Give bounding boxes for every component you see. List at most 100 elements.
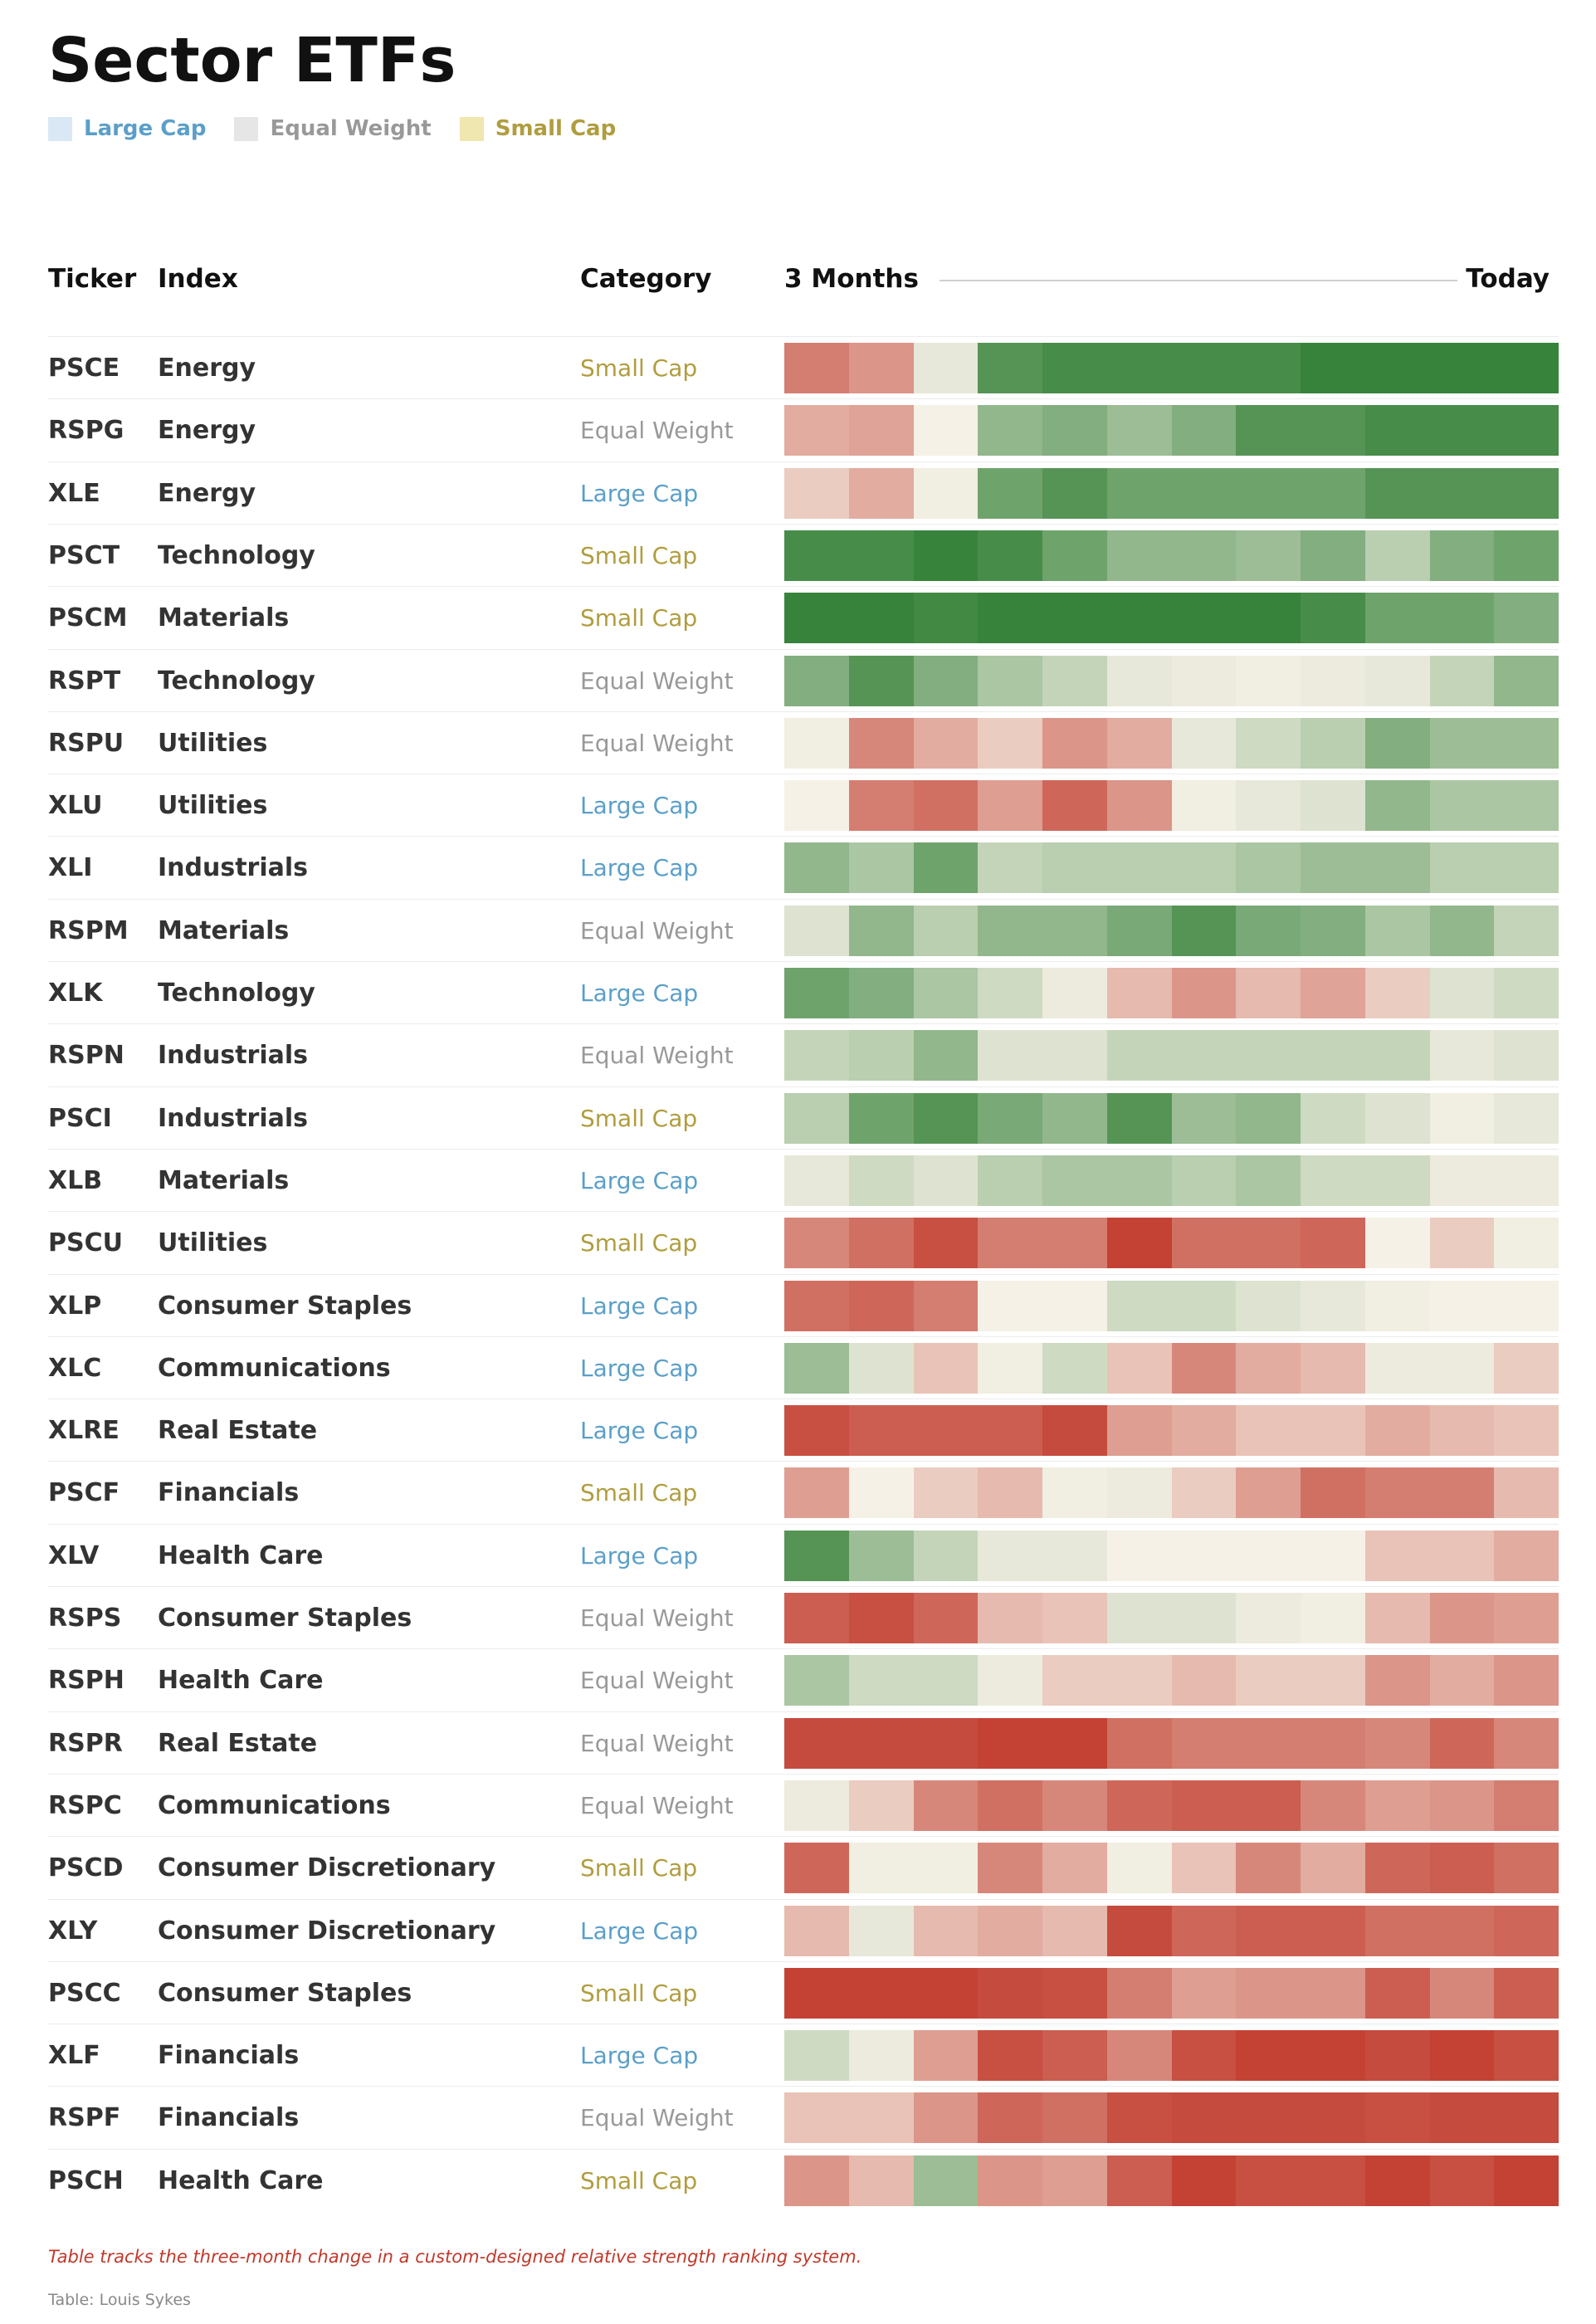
heatmap-strip: [784, 343, 1559, 393]
heatmap-cell: [1364, 1593, 1430, 1643]
heatmap-cell: [1429, 1655, 1495, 1706]
heatmap-cell: [1364, 1405, 1430, 1457]
heatmap-strip: [784, 1030, 1559, 1081]
heatmap-cell: [1364, 1530, 1430, 1581]
heatmap-cell: [1236, 1280, 1301, 1331]
heatmap-cell: [913, 1405, 979, 1457]
row-ticker: RSPM: [48, 915, 129, 945]
heatmap-cell: [1301, 1280, 1365, 1331]
heatmap-cell: [1301, 655, 1365, 706]
heatmap-cell: [978, 780, 1042, 832]
heatmap-cell: [913, 1342, 979, 1394]
row-ticker: RSPH: [48, 1666, 124, 1696]
row-index: Energy: [158, 416, 256, 446]
heatmap-cell: [848, 530, 914, 581]
heatmap-cell: [1494, 2030, 1559, 2082]
table-row: XLE Energy Large Cap: [48, 461, 1559, 525]
heatmap-cell: [784, 2092, 849, 2144]
row-category: Large Cap: [580, 2042, 699, 2070]
heatmap-cell: [848, 842, 914, 894]
heatmap-cell: [978, 2155, 1042, 2206]
heatmap-cell: [1429, 2155, 1495, 2206]
heatmap-cell: [913, 905, 979, 956]
heatmap-cell: [1301, 343, 1365, 393]
row-category: Equal Weight: [580, 1667, 734, 1695]
heatmap-cell: [1236, 2030, 1301, 2082]
row-category: Equal Weight: [580, 1791, 734, 1819]
row-index: Financials: [158, 1478, 300, 1508]
heatmap-cell: [1042, 968, 1107, 1018]
heatmap-cell: [1429, 405, 1495, 456]
header-ticker: Ticker: [48, 264, 137, 294]
row-category: Large Cap: [580, 1541, 699, 1570]
heatmap-cell: [1236, 905, 1301, 956]
heatmap-cell: [1236, 968, 1301, 1018]
heatmap-cell: [1171, 2092, 1237, 2144]
row-ticker: RSPN: [48, 1041, 124, 1071]
row-category: Equal Weight: [580, 2104, 734, 2132]
heatmap-cell: [848, 1530, 914, 1581]
heatmap-cell: [978, 1655, 1042, 1706]
heatmap-cell: [1106, 717, 1172, 769]
heatmap-cell: [1171, 1655, 1237, 1706]
heatmap-cell: [1042, 1593, 1107, 1643]
row-index: Consumer Staples: [158, 1291, 412, 1321]
heatmap-cell: [1429, 842, 1495, 894]
heatmap-cell: [1042, 2030, 1107, 2082]
row-category: Equal Weight: [580, 1042, 734, 1070]
heatmap-cell: [1042, 1843, 1107, 1894]
heatmap-cell: [1236, 1655, 1301, 1706]
heatmap-cell: [1106, 1655, 1172, 1706]
heatmap-cell: [1106, 842, 1172, 894]
heatmap-cell: [1429, 593, 1495, 644]
row-ticker: PSCC: [48, 1978, 121, 2008]
heatmap-cell: [978, 1843, 1042, 1894]
heatmap-cell: [1171, 2030, 1237, 2082]
heatmap-strip: [784, 905, 1559, 956]
heatmap-strip: [784, 2155, 1559, 2206]
heatmap-cell: [1171, 2155, 1237, 2206]
heatmap-cell: [1364, 968, 1430, 1018]
row-index: Technology: [158, 540, 315, 570]
row-category: Equal Weight: [580, 1604, 734, 1632]
heatmap-strip: [784, 2030, 1559, 2082]
heatmap-cell: [1429, 1467, 1495, 1519]
heatmap-cell: [913, 1280, 979, 1331]
row-category: Large Cap: [580, 979, 699, 1007]
heatmap-cell: [1364, 2030, 1430, 2082]
heatmap-cell: [1364, 1155, 1430, 1206]
heatmap-cell: [1236, 593, 1301, 644]
heatmap-cell: [1494, 530, 1559, 581]
row-ticker: XLF: [48, 2041, 100, 2071]
heatmap-cell: [1042, 2092, 1107, 2144]
heatmap-cell: [848, 2155, 914, 2206]
heatmap-cell: [784, 1467, 849, 1519]
heatmap-cell: [1106, 1218, 1172, 1269]
table-row: PSCD Consumer Discretionary Small Cap: [48, 1836, 1559, 1899]
heatmap-strip: [784, 467, 1559, 519]
heatmap-cell: [848, 1280, 914, 1331]
table-row: RSPH Health Care Equal Weight: [48, 1648, 1559, 1711]
row-index: Consumer Discretionary: [158, 1853, 496, 1883]
row-ticker: XLC: [48, 1353, 102, 1383]
timeline-line: [940, 280, 1457, 281]
heatmap-cell: [1042, 343, 1107, 393]
heatmap-cell: [1236, 1530, 1301, 1581]
heatmap-cell: [1106, 1780, 1172, 1831]
heatmap-cell: [1301, 1530, 1365, 1581]
row-index: Energy: [158, 478, 256, 508]
heatmap-cell: [1494, 405, 1559, 456]
heatmap-cell: [1301, 1593, 1365, 1643]
table-row: PSCI Industrials Small Cap: [48, 1086, 1559, 1150]
row-ticker: RSPR: [48, 1728, 123, 1758]
heatmap-cell: [784, 1530, 849, 1581]
heatmap-cell: [1236, 1155, 1301, 1206]
heatmap-cell: [1494, 1593, 1559, 1643]
table-row: XLP Consumer Staples Large Cap: [48, 1273, 1559, 1337]
heatmap-cell: [1106, 1967, 1172, 2019]
heatmap-cell: [978, 1780, 1042, 1831]
table-row: RSPU Utilities Equal Weight: [48, 710, 1559, 774]
row-category: Large Cap: [580, 1354, 699, 1382]
heatmap-cell: [1301, 1342, 1365, 1394]
legend-label-small-cap: Small Cap: [495, 116, 617, 141]
